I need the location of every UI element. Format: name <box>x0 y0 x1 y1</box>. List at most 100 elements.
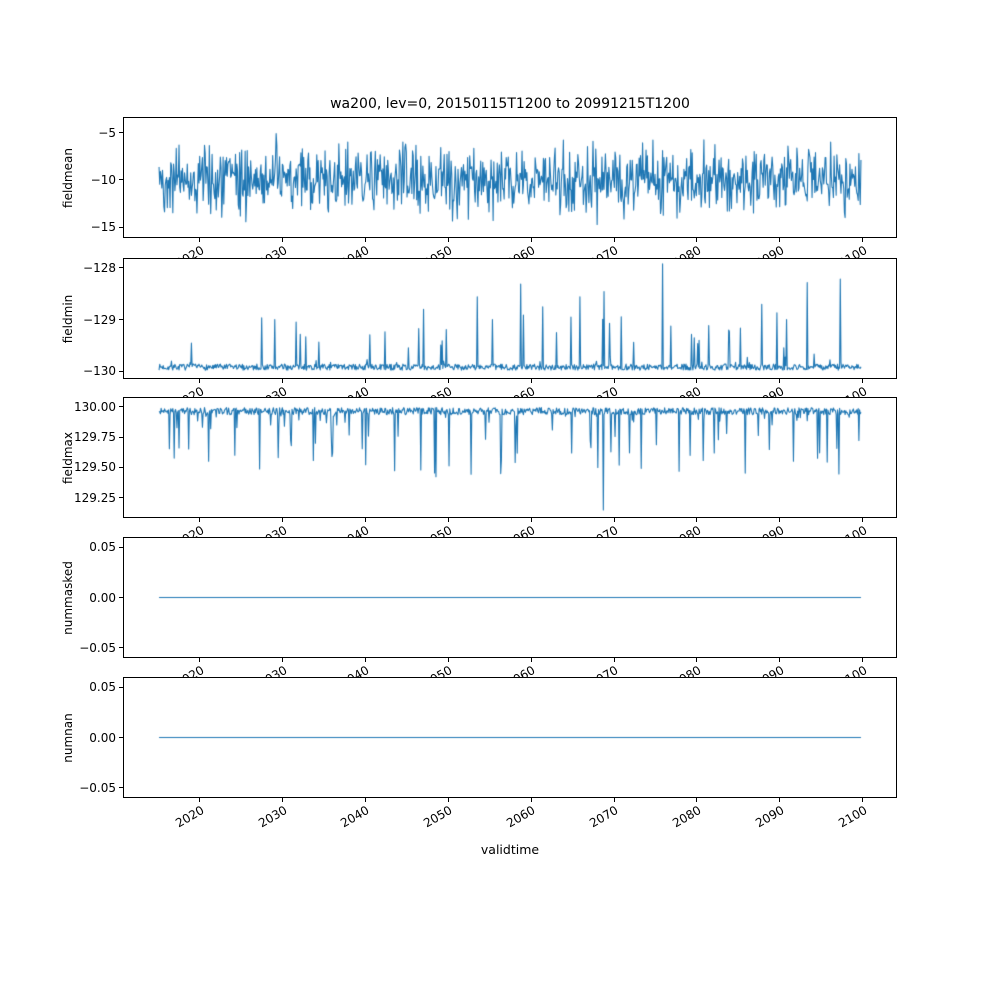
x-tick-mark <box>282 379 284 383</box>
plot-area-fieldmax <box>123 397 897 518</box>
x-tick-label: 2090 <box>752 803 787 831</box>
x-tick-mark <box>447 238 449 242</box>
x-tick-mark <box>779 658 781 662</box>
x-tick-mark <box>862 658 864 662</box>
x-tick-mark <box>199 238 201 242</box>
x-tick-label: 2060 <box>504 803 538 831</box>
x-tick-mark <box>862 238 864 242</box>
y-axis-label-nummasked: nummasked <box>61 560 75 635</box>
x-tick-label: 2030 <box>255 803 290 831</box>
x-tick-mark <box>530 238 532 242</box>
y-tick-mark <box>119 686 123 688</box>
y-tick-mark <box>119 436 123 438</box>
x-tick-mark <box>199 379 201 383</box>
y-tick-label: 0.00 <box>89 730 116 745</box>
numnan-line-chart <box>124 678 896 797</box>
x-tick-mark <box>447 379 449 383</box>
x-tick-mark <box>199 518 201 522</box>
x-tick-mark <box>199 658 201 662</box>
x-tick-label: 2080 <box>669 803 704 831</box>
x-tick-mark <box>862 798 864 802</box>
subplot-fieldmin: fieldmin −128−129−1302020203020402050206… <box>61 258 897 411</box>
x-tick-mark <box>199 798 201 802</box>
y-tick-mark <box>119 737 123 738</box>
y-tick-label: −0.05 <box>79 780 116 795</box>
fieldmean-line-chart <box>124 118 896 237</box>
y-tick-mark <box>119 597 123 598</box>
y-tick-label: −129 <box>83 312 116 327</box>
y-tick-label: −0.05 <box>79 640 116 655</box>
y-tick-label: 0.05 <box>89 680 116 695</box>
y-tick-mark <box>119 466 123 468</box>
x-tick-mark <box>779 238 781 242</box>
plot-area-nummasked <box>123 537 897 658</box>
y-tick-label: −5 <box>98 125 116 140</box>
y-tick-label: 129.50 <box>74 460 116 475</box>
x-tick-mark <box>530 658 532 662</box>
y-axis-label-numnan: numnan <box>61 712 75 763</box>
y-tick-label: −15 <box>90 220 116 234</box>
x-tick-mark <box>779 798 781 802</box>
x-tick-mark <box>696 518 698 522</box>
x-tick-mark <box>282 658 284 662</box>
y-tick-label: 129.25 <box>74 490 116 505</box>
figure-title: wa200, lev=0, 20150115T1200 to 20991215T… <box>330 96 690 112</box>
x-tick-mark <box>364 238 366 242</box>
x-tick-mark <box>613 379 615 383</box>
x-tick-mark <box>862 379 864 383</box>
y-tick-label: −128 <box>83 260 116 275</box>
x-tick-mark <box>696 379 698 383</box>
x-tick-mark <box>364 798 366 802</box>
y-tick-mark <box>119 787 123 789</box>
x-tick-mark <box>530 379 532 383</box>
y-tick-label: −10 <box>90 172 116 187</box>
x-tick-label: 2040 <box>338 803 372 831</box>
x-tick-mark <box>530 518 532 522</box>
x-tick-mark <box>613 798 615 802</box>
subplot-nummasked: nummasked 0.050.00−0.0520202030204020502… <box>61 537 897 690</box>
fieldmin-line-chart <box>124 259 896 378</box>
y-tick-mark <box>119 132 123 134</box>
x-tick-mark <box>282 798 284 802</box>
x-tick-mark <box>613 238 615 242</box>
x-tick-mark <box>447 658 449 662</box>
y-tick-mark <box>119 406 123 408</box>
subplot-numnan: numnan 0.05 0.00 −0.05 2020 2030 2040 2050 2060… <box>61 677 897 830</box>
x-tick-mark <box>447 798 449 802</box>
x-tick-mark <box>779 518 781 522</box>
y-tick-label: −130 <box>83 364 116 379</box>
x-tick-mark <box>364 379 366 383</box>
plot-area-fieldmean <box>123 117 897 238</box>
y-tick-label: 0.00 <box>89 590 116 605</box>
y-tick-mark <box>119 370 123 372</box>
nummasked-line-chart <box>124 538 896 657</box>
x-tick-mark <box>447 518 449 522</box>
y-tick-mark <box>119 267 123 269</box>
x-tick-mark <box>862 518 864 522</box>
y-axis-label-fieldmin: fieldmin <box>61 294 75 343</box>
y-tick-label: 130.00 <box>74 399 116 414</box>
y-tick-mark <box>119 647 123 649</box>
y-tick-label: 129.75 <box>74 430 116 445</box>
x-tick-mark <box>696 658 698 662</box>
subplot-fieldmean: fieldmean −5 −10 −15 2020 2030 2040 2050 2060 20… <box>61 117 897 270</box>
plot-area-numnan <box>123 677 897 798</box>
y-tick-mark <box>119 226 123 228</box>
fieldmax-line-chart <box>124 398 896 517</box>
x-tick-mark <box>364 518 366 522</box>
y-tick-label: 0.05 <box>89 540 116 555</box>
y-tick-mark <box>119 497 123 499</box>
x-axis-label: validtime <box>480 842 540 857</box>
y-axis-label-fieldmax: fieldmax <box>61 431 75 484</box>
x-tick-label: 2050 <box>421 803 455 831</box>
y-tick-mark <box>119 319 123 320</box>
x-tick-mark <box>364 658 366 662</box>
x-tick-mark <box>779 379 781 383</box>
x-tick-label: 2020 <box>172 803 207 831</box>
y-tick-mark <box>119 546 123 548</box>
x-tick-label: 2100 <box>835 803 870 831</box>
x-tick-mark <box>282 238 284 242</box>
x-tick-mark <box>282 518 284 522</box>
x-tick-mark <box>530 798 532 802</box>
x-tick-mark <box>613 518 615 522</box>
